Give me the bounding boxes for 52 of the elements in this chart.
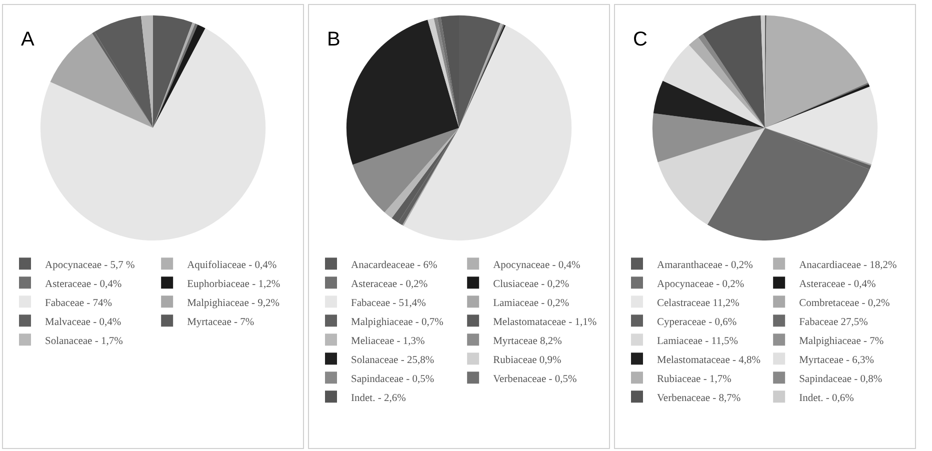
legend-label: Verbenaceae - 8,7% (657, 392, 741, 404)
legend-label: Clusiaceae - 0,2% (493, 278, 570, 290)
legend-label: Asteraceae - 0,4% (45, 278, 122, 290)
legend-label: Euphorbiaceae - 1,2% (187, 278, 280, 290)
legend-label: Myrtaceae 8,2% (493, 336, 562, 347)
pie-slice (652, 113, 765, 162)
legend-label: Melastomataceae - 1,1% (493, 316, 597, 328)
pie-slice (653, 80, 765, 128)
legend-label: Sapindaceae - 0,8% (799, 374, 882, 385)
text: B (327, 28, 340, 51)
pie-slice (702, 15, 765, 128)
legend-label: Lamiaceae - 11,5% (657, 336, 738, 347)
legend-label: Verbenaceae - 0,5% (493, 374, 577, 385)
legend-label: Indet. - 0,6% (799, 392, 854, 404)
pie-slice (428, 18, 459, 128)
legend-label: Sapindaceae - 0,5% (351, 374, 434, 385)
text: A (21, 28, 35, 51)
legend-label: Apocynaceae - 0,4% (493, 260, 580, 271)
legend-label: Solanaceae - 1,7% (45, 336, 124, 347)
legend-label: Apocynaceae - 5,7 % (45, 260, 136, 271)
legend-label: Asteraceae - 0,2% (351, 278, 428, 290)
legend-label: Fabaceae - 51,4% (351, 298, 426, 309)
legend-label: Celastraceae 11,2% (657, 298, 740, 309)
legend-label: Rubiaceae 0,9% (493, 354, 562, 366)
legend-label: Combretaceae - 0,2% (799, 298, 890, 309)
legend-label: Asteraceae - 0,4% (799, 278, 876, 290)
legend-label: Amaranthaceae - 0,2% (657, 260, 754, 271)
pie-slice (352, 128, 459, 212)
legend-label: Anacardeaceae - 6% (351, 260, 438, 271)
legend-label: Melastomataceae - 4,8% (657, 354, 761, 366)
legend-label: Myrtaceae - 7% (187, 316, 254, 328)
legend-label: Meliaceae - 1,3% (351, 336, 426, 347)
legend-label: Apocynaceae - 0,2% (657, 278, 744, 290)
legend-label: Solanaceae - 25,8% (351, 354, 434, 366)
legend-label: Malpighiaceae - 9,2% (187, 298, 280, 309)
legend-label: Malpighiaceae - 7% (799, 336, 884, 347)
legend-label: Malpighiaceae - 0,7% (351, 316, 444, 328)
legend-label: Fabaceae - 74% (45, 298, 112, 309)
legend-label: Cyperaceae - 0,6% (657, 316, 737, 328)
pie-slice (50, 33, 153, 128)
legend-label: Anacardiaceae - 18,2% (799, 260, 897, 271)
legend-label: Lamiaceae - 0,2% (493, 298, 570, 309)
pie-slice (707, 128, 870, 240)
legend-label: Aquifoliaceae - 0,4% (187, 260, 277, 271)
pie-slice (40, 28, 266, 240)
pie-slice (404, 25, 572, 240)
legend-label: Indet. - 2,6% (351, 392, 406, 404)
legend-label: Myrtaceae - 6,3% (799, 354, 874, 366)
legend-label: Malvaceae - 0,4% (45, 316, 122, 328)
legend-label: Fabaceae 27,5% (799, 316, 868, 328)
text: C (633, 28, 648, 51)
legend-label: Rubiaceae - 1,7% (657, 374, 732, 385)
